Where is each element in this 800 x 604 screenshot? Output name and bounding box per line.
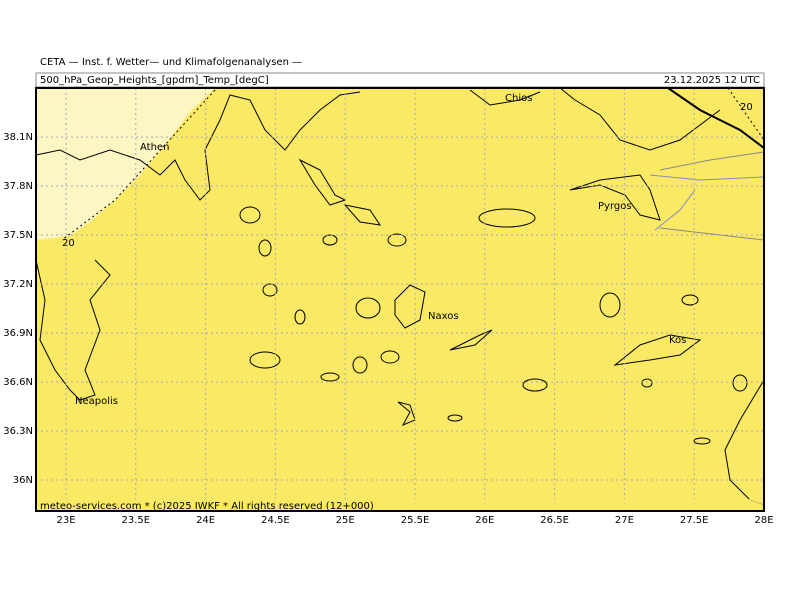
river	[659, 151, 765, 241]
place-label: Naxos	[428, 311, 459, 322]
map-frame	[35, 87, 765, 512]
contour-label: 20	[740, 102, 753, 113]
lon-tick-label: 27E	[615, 515, 634, 526]
lat-tick-label: 36.9N	[3, 328, 33, 339]
isotherm	[61, 89, 216, 241]
place-label: Athen	[140, 142, 169, 153]
temperature-field	[36, 88, 764, 511]
lon-tick-label: 23.5E	[122, 515, 151, 526]
isotherm	[727, 87, 765, 141]
lat-tick-label: 37.5N	[3, 230, 33, 241]
place-label: Pyrgos	[598, 201, 632, 212]
contour-label: 20	[62, 238, 75, 249]
lon-tick-label: 26.5E	[540, 515, 569, 526]
place-label: Neapolis	[75, 396, 118, 407]
lon-tick-label: 24.5E	[261, 515, 290, 526]
lon-tick-label: 26E	[475, 515, 494, 526]
lat-tick-label: 37.8N	[3, 181, 33, 192]
lon-tick-label: 23E	[56, 515, 75, 526]
lon-tick-label: 27.5E	[680, 515, 709, 526]
height-contour	[667, 87, 765, 149]
lat-tick-label: 37.2N	[3, 279, 33, 290]
lat-tick-label: 36.6N	[3, 377, 33, 388]
header-time: 23.12.2025 12 UTC	[664, 75, 760, 86]
border	[654, 189, 696, 231]
header-field: 500_hPa_Geop_Heights_[gpdm]_Temp_[degC]	[40, 75, 269, 86]
lat-tick-label: 36.3N	[3, 426, 33, 437]
temperature-field-cold	[36, 88, 215, 240]
footer: meteo-services.com * (c)2025 IWKF * All …	[40, 501, 374, 512]
lat-tick-label: 38.1N	[3, 132, 33, 143]
lon-tick-label: 25E	[336, 515, 355, 526]
lon-tick-label: 24E	[196, 515, 215, 526]
footer-bar	[36, 499, 764, 511]
border	[649, 174, 765, 181]
place-label: Chios	[505, 93, 532, 104]
place-label: Kos	[669, 335, 686, 346]
lon-tick-label: 25.5E	[401, 515, 430, 526]
map-area: Chios Athen Pyrgos Naxos Kos Neapolis 20…	[35, 87, 765, 512]
header-institute: CETA — Inst. f. Wetter— und Klimafolgena…	[40, 57, 302, 68]
lon-tick-label: 28E	[754, 515, 773, 526]
lat-tick-label: 36N	[13, 475, 33, 486]
